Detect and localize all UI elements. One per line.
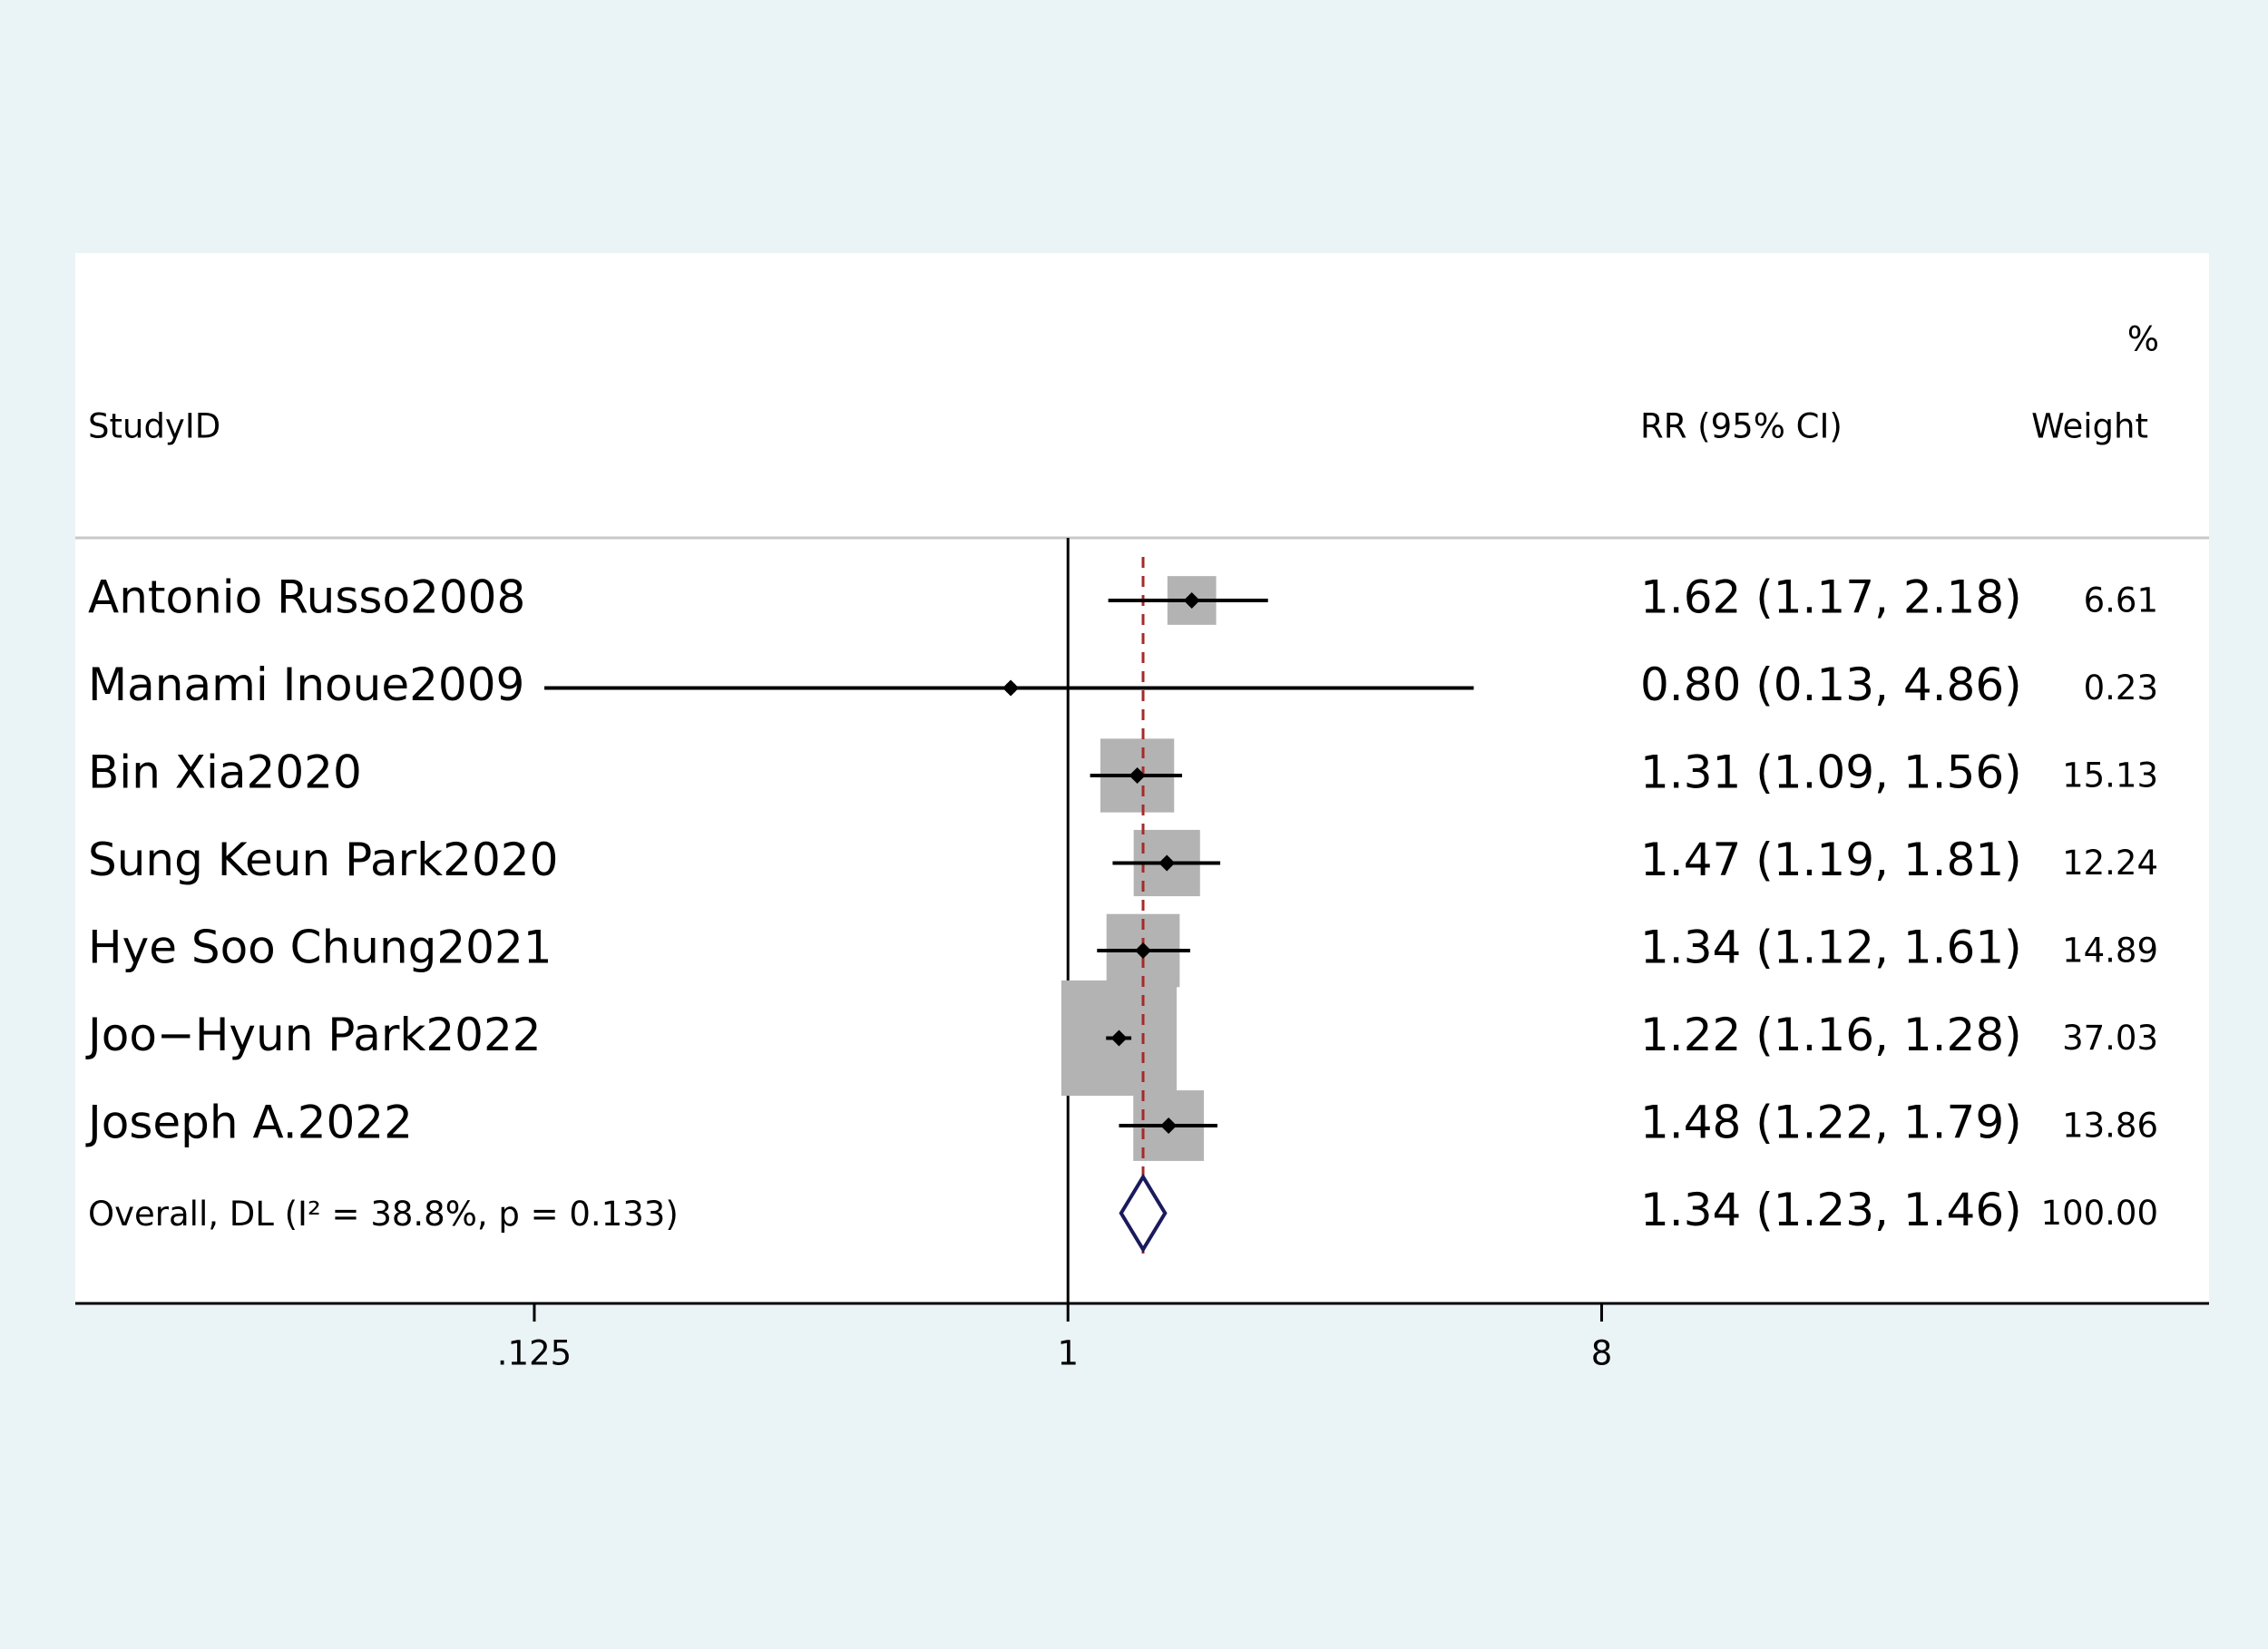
x-tick-label: 8 bbox=[1591, 1334, 1613, 1373]
rr-label: 1.22 (1.16, 1.28) bbox=[1640, 1009, 2022, 1061]
weight-label: 13.86 bbox=[2062, 1107, 2158, 1146]
study-name: Antonio Russo2008 bbox=[88, 571, 525, 624]
study-name: Hye Soo Chung2021 bbox=[88, 922, 552, 974]
weight-label: 12.24 bbox=[2062, 844, 2158, 883]
ci-header: RR (95% CI) bbox=[1640, 407, 1843, 446]
study-name: Manami Inoue2009 bbox=[88, 659, 524, 711]
rr-label: 1.47 (1.19, 1.81) bbox=[1640, 834, 2022, 886]
rr-label: 0.80 (0.13, 4.86) bbox=[1640, 659, 2022, 711]
weight-label: 15.13 bbox=[2062, 756, 2158, 795]
study-header: StudyID bbox=[88, 407, 220, 446]
overall-rr-label: 1.34 (1.23, 1.46) bbox=[1640, 1184, 2022, 1236]
overall-diamond bbox=[1119, 1173, 1168, 1254]
weight-unit-header: % bbox=[2127, 320, 2159, 359]
x-tick-label: .125 bbox=[497, 1334, 572, 1373]
rr-label: 1.31 (1.09, 1.56) bbox=[1640, 746, 2022, 799]
overall-weight-label: 100.00 bbox=[2041, 1194, 2158, 1233]
study-name: Joseph A.2022 bbox=[85, 1097, 413, 1149]
point-estimate bbox=[1129, 767, 1146, 784]
weight-label: 14.89 bbox=[2062, 932, 2158, 971]
weight-header: Weight bbox=[2031, 407, 2148, 446]
point-estimate bbox=[1110, 1029, 1128, 1047]
x-tick-label: 1 bbox=[1057, 1334, 1079, 1373]
weight-label: 0.23 bbox=[2084, 668, 2158, 707]
point-estimate bbox=[1160, 1117, 1178, 1134]
point-estimate bbox=[1002, 679, 1020, 697]
rr-label: 1.62 (1.17, 2.18) bbox=[1640, 571, 2022, 624]
study-name: Joo−Hyun Park2022 bbox=[85, 1009, 542, 1061]
rr-label: 1.34 (1.12, 1.61) bbox=[1640, 922, 2022, 974]
weight-label: 6.61 bbox=[2084, 581, 2158, 620]
weight-label: 37.03 bbox=[2062, 1019, 2158, 1058]
rr-label: 1.48 (1.22, 1.79) bbox=[1640, 1097, 2022, 1149]
point-estimate bbox=[1158, 854, 1176, 872]
study-name: Bin Xia2020 bbox=[88, 746, 362, 799]
overall-label: Overall, DL (I² = 38.8%, p = 0.133) bbox=[88, 1195, 679, 1234]
point-estimate bbox=[1135, 942, 1152, 959]
point-estimate bbox=[1183, 592, 1200, 609]
study-name: Sung Keun Park2020 bbox=[88, 834, 558, 886]
